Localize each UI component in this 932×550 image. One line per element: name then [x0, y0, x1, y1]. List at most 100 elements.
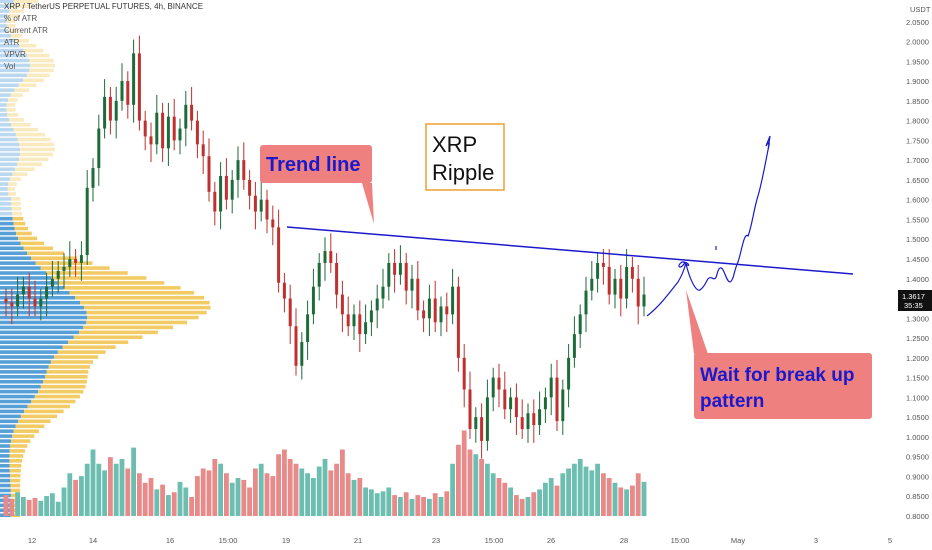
candle-body [584, 290, 588, 315]
indicator-vpvr[interactable]: VPVR [4, 50, 26, 59]
candle-body [369, 310, 373, 323]
indicator-atr[interactable]: ATR [4, 38, 20, 47]
volume-profile-down [13, 127, 39, 132]
volume-bar [514, 495, 519, 516]
volume-profile-down [23, 78, 44, 83]
volume-profile-up [0, 295, 76, 300]
volume-bar [374, 493, 380, 516]
volume-profile-up [0, 305, 85, 310]
candle-body [578, 314, 582, 335]
wait-callout-line-1: Wait for break up [700, 365, 854, 386]
trend-line[interactable] [286, 226, 854, 275]
volume-bar [154, 489, 160, 516]
volume-profile-up [0, 152, 20, 157]
time-tick-label: 15:00 [219, 536, 238, 545]
volume-bar [398, 497, 403, 516]
indicator-vol[interactable]: Vol [4, 62, 16, 71]
volume-profile-up [0, 379, 44, 384]
wait-callout[interactable]: Wait for break up pattern [686, 290, 872, 419]
candle-body [56, 270, 60, 279]
candle-body [346, 314, 350, 327]
volume-bar [635, 473, 641, 516]
indicator-pct-atr[interactable]: % of ATR [4, 14, 38, 23]
volume-bar [38, 500, 44, 516]
trend-line-callout[interactable]: Trend line [260, 145, 374, 224]
time-axis[interactable]: 12 14 16 15:00 19 21 23 15:00 26 28 15:00 May 3 5 [28, 536, 892, 545]
volume-profile-down [8, 118, 24, 122]
title-line-1: XRP [432, 132, 477, 157]
volume-profile-down [9, 459, 23, 463]
volume-profile-up [0, 389, 39, 394]
projection-drawing[interactable] [646, 135, 771, 317]
volume-bar [403, 492, 409, 516]
candle-body [253, 195, 257, 212]
volume-profile-up [0, 241, 21, 246]
volume-profile-up [0, 38, 15, 43]
volume-profile-down [11, 122, 31, 127]
candle-body [236, 160, 240, 180]
volume-profile-up [0, 459, 10, 463]
candle-body [207, 156, 211, 192]
volume-profile-down [10, 439, 31, 443]
candle-body [532, 413, 536, 426]
price-tick-label: 0.8000 [906, 512, 929, 521]
trend-callout-box [260, 145, 372, 183]
candle-body [114, 100, 118, 121]
volume-profile-down [26, 73, 50, 78]
volume-profile-down [30, 63, 55, 68]
volume-profile-down [10, 473, 21, 478]
volume-profile-up [0, 429, 14, 433]
volume-profile-up [0, 68, 30, 73]
price-tick-label: 1.4000 [906, 275, 929, 284]
volume-profile-down [19, 147, 55, 152]
volume-bar [195, 476, 200, 516]
volume-profile-up [0, 4, 12, 8]
candle-body [491, 377, 495, 398]
price-tick-label: 1.8000 [906, 117, 929, 126]
volume-bar [618, 487, 624, 516]
volume-profile-up [0, 444, 11, 448]
trend-callout-label: Trend line [266, 154, 360, 176]
volume-bar [467, 449, 473, 516]
volume-bar [316, 466, 322, 516]
volume-profile-down [27, 251, 64, 256]
volume-bar [305, 473, 310, 516]
volume-profile-down [38, 389, 84, 394]
volume-profile-up [0, 399, 32, 404]
volume-bar [212, 459, 218, 516]
volume-profile-down [20, 241, 45, 246]
volume-profile-down [7, 113, 19, 117]
volume-profile-down [14, 88, 30, 92]
volume-profile-down [9, 454, 24, 458]
volume-profile-down [29, 58, 54, 63]
price-axis[interactable]: USDT 2.0500 2.0000 1.9500 1.9000 1.8500 1.8000… [895, 0, 932, 550]
volume-profile-down [46, 370, 89, 374]
volume-profile-down [12, 216, 24, 221]
candle-body [277, 227, 281, 283]
candle-body [509, 397, 513, 410]
current-price-tag: 1.3617 35:35 [898, 290, 932, 311]
indicator-current-atr[interactable]: Current ATR [4, 26, 48, 35]
candle-body [364, 322, 368, 335]
volume-bar [572, 463, 577, 516]
candle-body [172, 116, 176, 141]
candle-body [306, 314, 310, 343]
volume-bar [287, 459, 293, 516]
candle-body [474, 417, 478, 430]
volume-profile-up [0, 375, 46, 379]
volume-profile-up [0, 53, 27, 58]
candle-body [572, 334, 576, 358]
volume-bar [392, 495, 397, 516]
volume-profile-up [0, 468, 10, 473]
volume-profile-up [0, 246, 24, 251]
volume-profile-up [0, 58, 30, 63]
volume-bar [235, 478, 241, 516]
volume-profile-down [10, 478, 21, 483]
volume-profile-down [7, 14, 19, 18]
volume-bar [363, 487, 368, 516]
volume-bar [264, 473, 270, 516]
volume-profile-down [83, 325, 174, 330]
volume-profile-up [0, 182, 9, 186]
volume-profile-down [23, 48, 44, 53]
wait-callout-box [694, 353, 872, 419]
